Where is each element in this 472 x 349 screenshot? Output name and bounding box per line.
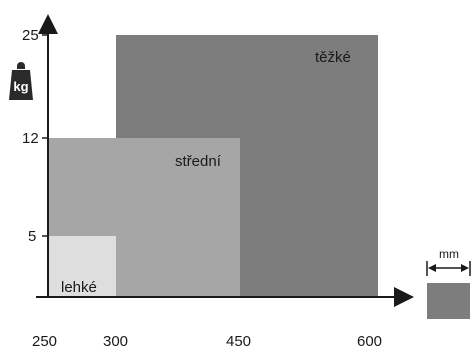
x-tick-300: 300 — [103, 333, 128, 349]
width-arrow-left-icon — [428, 264, 436, 272]
weight-icon-body — [9, 70, 33, 100]
weight-icon-handle — [17, 62, 25, 69]
size-legend-swatch — [427, 283, 470, 319]
width-arrow-right-icon — [461, 264, 469, 272]
y-tick-12: 12 — [22, 130, 39, 147]
region-lehke — [48, 236, 116, 297]
region-label-stredni: střední — [175, 153, 222, 170]
size-legend: mm — [426, 247, 471, 319]
region-label-tezke: těžké — [315, 49, 351, 66]
y-tick-25: 25 — [22, 27, 39, 44]
weight-icon: kg — [9, 62, 33, 100]
y-tick-5: 5 — [28, 228, 36, 245]
x-tick-450: 450 — [226, 333, 251, 349]
x-tick-600: 600 — [357, 333, 382, 349]
x-tick-250: 250 — [32, 333, 57, 349]
region-label-lehke: lehké — [61, 279, 97, 296]
size-legend-unit: mm — [439, 247, 459, 261]
weight-icon-label: kg — [13, 79, 28, 94]
